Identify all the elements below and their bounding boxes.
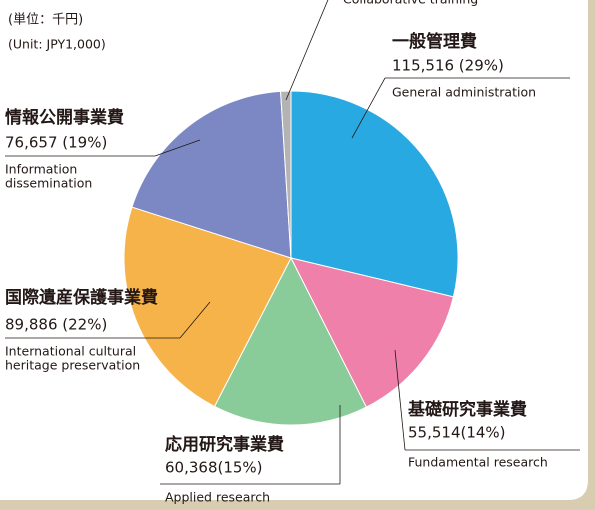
unit-note-en: (Unit: JPY1,000): [8, 37, 106, 52]
english-label: dissemination: [5, 176, 92, 191]
category-label: 基礎研究事業費: [407, 399, 527, 420]
slice: [123, 206, 292, 408]
english-label: International cultural: [5, 344, 136, 359]
leader-line: [154, 139, 201, 157]
leader-line: [394, 349, 406, 451]
value-label: 55,514(14%): [408, 424, 506, 442]
leader-line: [351, 77, 386, 139]
english-label: Information: [5, 162, 77, 177]
slice: [131, 90, 292, 259]
english-label: heritage preservation: [5, 358, 140, 373]
english-label: General administration: [392, 85, 536, 100]
category-label: 応用研究事業費: [165, 434, 284, 455]
unit-note-jp: (単位：千円): [8, 12, 83, 28]
labels: 一般管理費 115,516 (29%) General administration…: [5, 0, 580, 505]
leader-line: [285, 0, 329, 101]
english-label: Collaborative training: [343, 0, 478, 7]
category-label: 情報公開事業費: [5, 107, 124, 128]
pie: [123, 90, 459, 426]
slice: [280, 90, 292, 259]
english-label: Applied research: [165, 490, 270, 505]
slice: [290, 257, 455, 408]
value-label: 76,657 (19%): [5, 134, 107, 152]
slice: [213, 256, 368, 426]
slice: [290, 90, 459, 298]
leader-line: [179, 301, 211, 339]
category-label: 国際遺産保護事業費: [5, 287, 158, 308]
value-label: 89,886 (22%): [5, 316, 107, 334]
value-label: 115,516 (29%): [392, 57, 504, 75]
category-label: 一般管理費: [392, 31, 477, 52]
value-label: 60,368(15%): [165, 459, 263, 477]
english-label: Fundamental research: [408, 455, 548, 470]
